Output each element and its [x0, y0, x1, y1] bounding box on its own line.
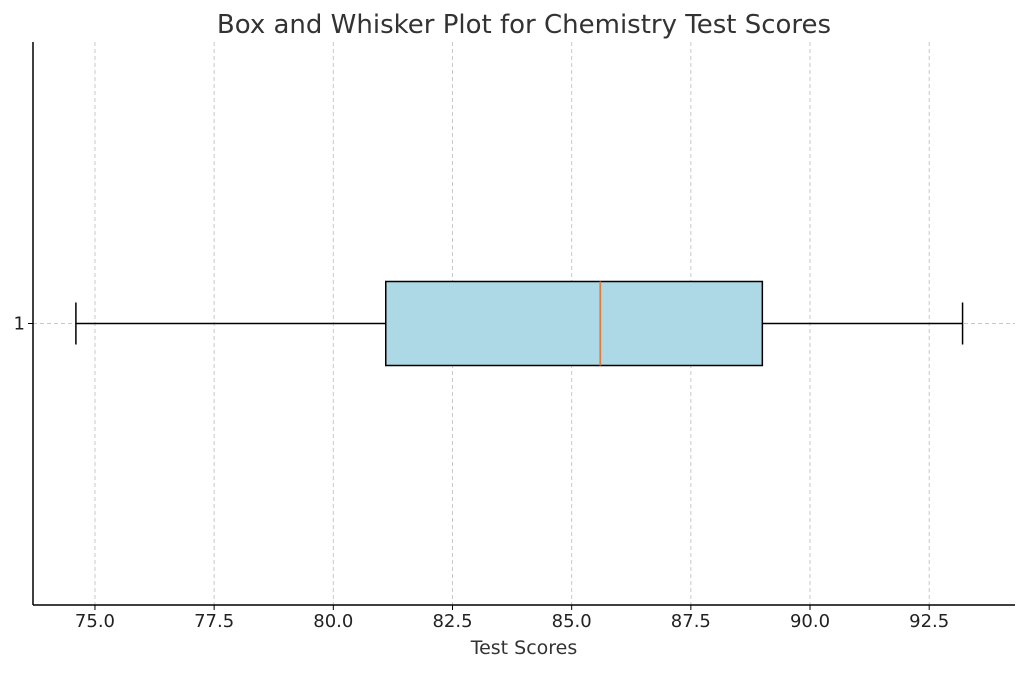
x-tick-label: 90.0	[790, 611, 830, 632]
x-tick-label: 77.5	[194, 611, 234, 632]
tick-labels: 75.0 77.5 80.0 82.5 85.0 87.5 90.0 92.5 1	[14, 314, 950, 633]
x-tick-label: 75.0	[75, 611, 115, 632]
x-tick-label: 82.5	[432, 611, 472, 632]
y-tick-label: 1	[14, 314, 25, 335]
x-axis-label: Test Scores	[470, 637, 578, 659]
x-tick-label: 85.0	[552, 611, 592, 632]
axes	[28, 42, 1015, 610]
chart-title: Box and Whisker Plot for Chemistry Test …	[217, 10, 831, 40]
x-tick-label: 92.5	[909, 611, 949, 632]
x-tick-label: 87.5	[671, 611, 711, 632]
x-tick-label: 80.0	[313, 611, 353, 632]
interquartile-box	[385, 280, 764, 367]
box-series	[75, 280, 964, 367]
